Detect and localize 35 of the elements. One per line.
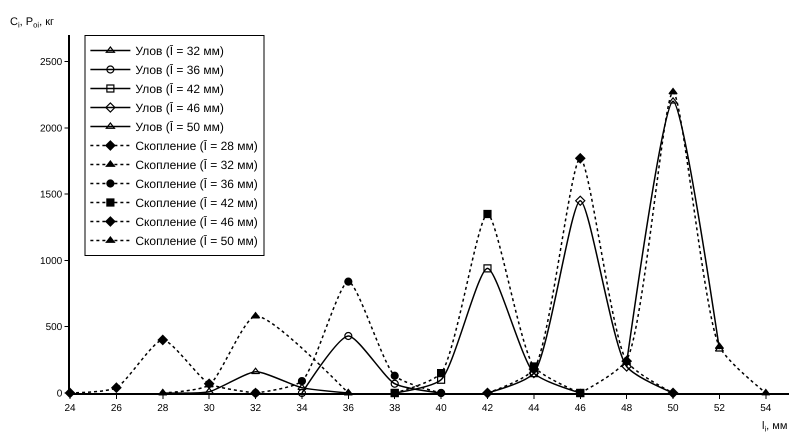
legend-label: Улов (Ī = 42 мм) [135,82,224,96]
x-tick-label: 48 [621,402,633,414]
legend-label: Скопление (Ī = 36 мм) [135,177,258,192]
x-tick-label: 52 [714,402,726,414]
y-tick-label: 1500 [40,190,63,201]
x-tick-label: 54 [760,402,772,414]
x-tick-label: 50 [667,402,680,414]
x-tick-label: 26 [110,402,122,414]
x-tick-label: 32 [250,402,262,414]
x-tick-label: 24 [64,402,76,414]
legend-label: Улов (Ī = 46 мм) [135,101,224,116]
x-tick-label: 38 [389,402,401,414]
x-tick-label: 40 [436,402,448,414]
y-axis-title: C$_{i}$, P$_{oi}$, кг [10,16,54,30]
legend-label: Скопление (Ī = 46 мм) [135,215,258,230]
x-tick-label: 46 [574,402,586,414]
legend-label: Улов (Ī = 50 мм) [135,120,224,134]
x-axis-title: l$_{i}$, мм [762,420,788,433]
x-tick-label: 30 [204,402,216,414]
y-tick-label: 2500 [40,57,63,68]
y-tick-label: 2000 [40,123,63,134]
x-tick-label: 42 [482,402,494,414]
legend-label: Скопление (Ī = 42 мм) [135,196,258,210]
x-tick-label: 36 [342,402,354,414]
legend-label: Скопление (Ī = 32 мм) [135,158,258,172]
y-tick-label: 1000 [40,256,63,267]
y-tick-label: 0 [56,388,63,400]
legend-label: Улов (Ī = 36 мм) [135,63,224,78]
x-tick-label: 34 [296,402,308,414]
x-tick-label: 28 [157,402,169,414]
legend-label: Скопление (Ī = 50 мм) [135,234,258,248]
y-tick-label: 500 [46,322,63,334]
legend-label: Скопление (Ī = 28 мм) [135,139,258,154]
legend-label: Улов (Ī = 32 мм) [135,44,224,58]
x-tick-label: 44 [528,402,540,414]
